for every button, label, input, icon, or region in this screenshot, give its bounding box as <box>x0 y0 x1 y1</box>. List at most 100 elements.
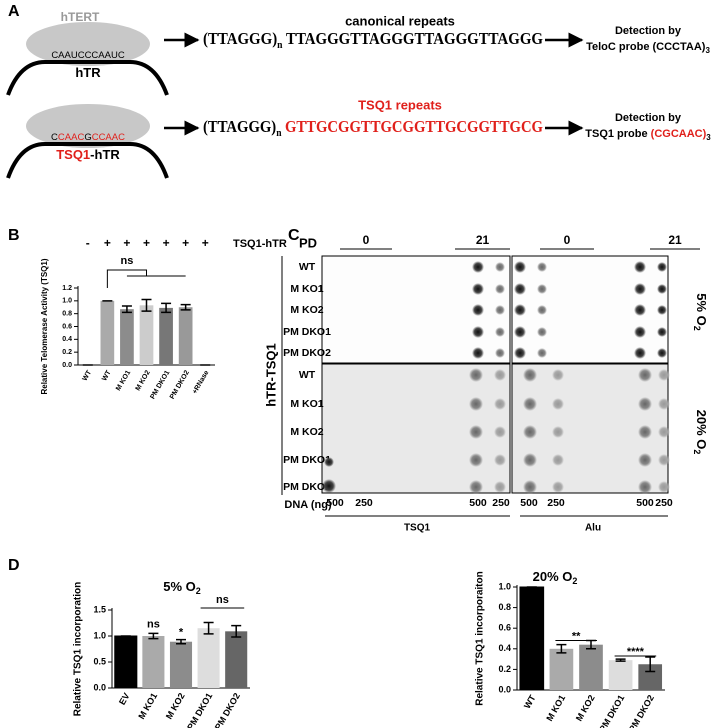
bar <box>114 635 138 689</box>
blot-dot <box>472 347 484 359</box>
annotation: ns <box>147 618 160 630</box>
blot-dot <box>552 454 564 466</box>
x-tick-label: PM DKO1 <box>149 369 171 400</box>
annotation: * <box>179 627 184 639</box>
blot-dot <box>495 305 505 315</box>
sign: - <box>86 236 90 250</box>
panel-label: B <box>8 227 20 244</box>
sequence: (TTAGGG)n GTTGCGGTTGCGGTTGCGGTTGCG <box>203 117 543 139</box>
x-tick-label: PM DKO1 <box>597 693 626 728</box>
blot-dot <box>495 327 505 337</box>
blot-dot <box>514 261 526 273</box>
rna-label: TSQ1-hTR <box>56 147 120 162</box>
sign: + <box>143 236 150 250</box>
dna-amount: 500 <box>326 497 344 509</box>
dna-amount: 250 <box>547 497 565 509</box>
blot-dot <box>469 368 483 382</box>
title-part: 5% O <box>163 579 196 594</box>
blot-dot <box>514 326 526 338</box>
template: CAAUCCCAAUC <box>51 50 125 61</box>
bar <box>638 664 663 690</box>
y-tick-label: 0.4 <box>498 643 511 653</box>
bar <box>549 648 574 690</box>
repeats-label: TSQ1 repeats <box>358 97 442 112</box>
sign: + <box>104 236 111 250</box>
blot-dot <box>552 426 564 438</box>
blot-dot <box>472 304 484 316</box>
blot-dot <box>523 368 537 382</box>
x-tick-label: +RNase <box>192 369 211 395</box>
blot-dot <box>523 480 537 494</box>
sign: + <box>123 236 130 250</box>
blot-dot <box>495 348 505 358</box>
error-bar <box>141 298 152 312</box>
probe-part: TSQ1 probe <box>585 128 650 140</box>
blot-dot <box>634 326 646 338</box>
x-tick-label: PM DKO1 <box>185 691 214 728</box>
x-tick-label: WT <box>101 369 113 383</box>
probe-part: (CCCTAA) <box>653 41 706 53</box>
condition-part: 20% O <box>694 410 709 450</box>
blot-dot <box>537 348 547 358</box>
repeats-label: canonical repeats <box>345 13 455 28</box>
blot-dot <box>658 481 670 493</box>
bar <box>139 305 154 365</box>
bar <box>159 307 173 365</box>
dna-amount: 500 <box>636 497 654 509</box>
error-bar <box>231 624 242 638</box>
x-tick-label: EV <box>117 691 132 706</box>
protein-shape <box>26 22 150 66</box>
probe-part: 3 <box>706 133 711 142</box>
bar <box>197 628 220 688</box>
probe-part: (CGCAAC) <box>651 128 707 140</box>
blot-dot <box>634 283 646 295</box>
sign: + <box>202 236 209 250</box>
probe-label: TeloC probe (CCCTAA)3 <box>586 41 710 55</box>
side-label: hTR-TSQ1 <box>263 343 278 407</box>
template-part: C <box>51 132 58 143</box>
y-tick-label: 1.0 <box>62 298 72 305</box>
blot-dot <box>657 305 667 315</box>
rna-label-part: -hTR <box>90 147 120 162</box>
y-axis-label: Relative TSQ1 incorporation <box>73 582 84 716</box>
dna-label: DNA (ng) <box>284 499 332 511</box>
pd-value: 0 <box>564 233 571 247</box>
chart-title: 20% O2 <box>533 569 578 586</box>
blot-dot <box>658 398 670 410</box>
condition-label: 5% O2 <box>692 293 709 331</box>
sequence-repeats: TTAGGGTTAGGGTTAGGGTTAGGG <box>286 29 543 48</box>
x-tick-label: PM DKO2 <box>213 691 242 728</box>
sequence-repeats: GTTGCGGTTGCGGTTGCGGTTGCG <box>285 117 543 136</box>
blot-dot <box>634 304 646 316</box>
row-label: WT <box>299 369 316 381</box>
rna-label: hTR <box>75 65 101 80</box>
blot-dot <box>634 261 646 273</box>
blot-dot <box>657 262 667 272</box>
rna-label-part: TSQ1 <box>56 147 90 162</box>
dna-amount: 250 <box>655 497 673 509</box>
bar <box>169 641 193 688</box>
title-part: 20% O <box>533 569 573 584</box>
condition-part: 5% O <box>694 293 709 326</box>
title-part: 2 <box>572 576 577 586</box>
blot-dot <box>638 480 652 494</box>
chart-title: 5% O2 <box>163 579 201 596</box>
y-tick-label: 0.0 <box>498 684 511 694</box>
x-tick-label: PM DKO2 <box>627 693 656 728</box>
rna-strand <box>6 142 169 179</box>
annotation: **** <box>627 646 645 658</box>
blot-dot <box>495 284 505 294</box>
blot-dot <box>324 457 334 467</box>
blot-dot <box>537 327 547 337</box>
title-part: 2 <box>196 586 201 596</box>
blot-dot <box>658 454 670 466</box>
blot-dot <box>552 398 564 410</box>
error-bar <box>161 302 172 314</box>
pd-value: 21 <box>668 233 682 247</box>
template-part: G <box>84 132 91 143</box>
blot-dot <box>494 481 506 493</box>
blot-dot <box>657 327 667 337</box>
probe-label: TSQ1 probe (CGCAAC)3 <box>585 128 711 142</box>
blot-dot <box>469 480 483 494</box>
row-label: PM DKO1 <box>283 326 331 338</box>
